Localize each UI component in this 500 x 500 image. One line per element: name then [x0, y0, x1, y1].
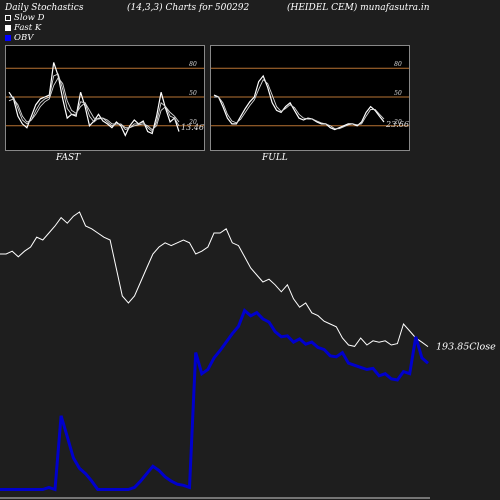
full-y-tick-0: 80	[394, 61, 402, 68]
fast-series-1	[9, 73, 180, 133]
legend-item-fast-k: Fast K	[5, 23, 44, 33]
legend-label-fast-k: Fast K	[14, 23, 42, 33]
full-panel-frame	[210, 45, 410, 151]
fast-panel-frame	[5, 45, 205, 151]
fast-y-tick-1: 50	[189, 90, 197, 97]
fast-last-value-label: 13.46	[181, 123, 204, 132]
obv-line	[0, 307, 429, 492]
full-last-value-label: 23.66	[385, 120, 409, 129]
legend-item-slow-d: Slow D	[5, 13, 44, 23]
close-series-label: Close	[469, 342, 496, 353]
close-last-value: 193.85	[436, 342, 469, 353]
fast-panel-label: FAST	[56, 153, 81, 163]
full-series-1	[214, 78, 385, 130]
legend: Slow D Fast K OBV	[5, 13, 44, 43]
fast-y-tick-0: 80	[189, 61, 197, 68]
legend-item-obv: OBV	[5, 33, 44, 43]
fast-series-0	[8, 62, 180, 137]
full-y-tick-2: 20	[393, 119, 402, 126]
legend-swatch-outline	[5, 15, 11, 21]
fast-y-tick-2: 20	[188, 119, 197, 126]
full-panel-label: FULL	[262, 153, 288, 163]
chart-title-left: Daily Stochastics	[5, 3, 84, 13]
legend-swatch-blue	[5, 35, 11, 41]
legend-label-slow-d: Slow D	[14, 13, 45, 23]
fast-series-2	[8, 76, 180, 131]
price-obv-chart: 193.85Close	[0, 211, 496, 499]
legend-label-obv: OBV	[14, 33, 34, 43]
chart-title-right: (HEIDEL CEM) munafasutra.in	[287, 3, 430, 13]
chart-title-center: (14,3,3) Charts for 500292	[127, 3, 250, 13]
close-last-label: 193.85Close	[436, 342, 496, 353]
full-y-tick-1: 50	[394, 90, 402, 97]
legend-swatch-filled	[5, 25, 11, 31]
close-price-line	[0, 211, 429, 348]
full-series-0	[213, 74, 385, 131]
